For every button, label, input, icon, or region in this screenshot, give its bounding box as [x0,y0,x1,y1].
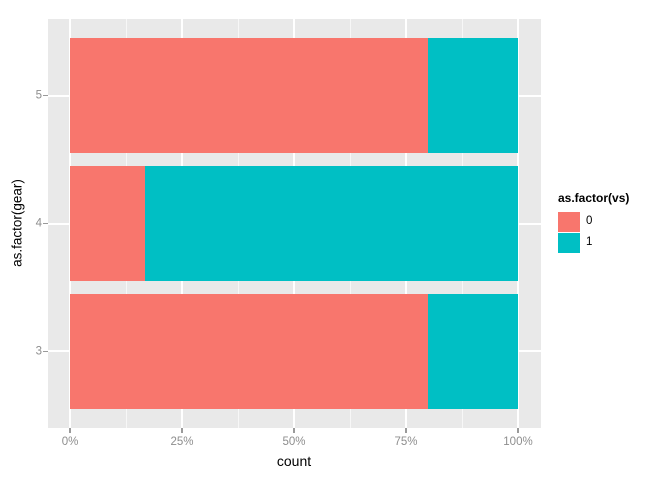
bar-gear-5-vs-1 [428,38,518,154]
x-axis-tick [405,428,407,433]
x-axis-tick [517,428,519,433]
x-tick-label: 25% [170,436,194,448]
legend-label: 0 [586,215,593,228]
bar-gear-4-vs-0 [70,165,145,282]
legend-swatch-icon [558,212,580,232]
legend-label: 1 [586,236,593,249]
y-axis-tick [43,350,48,353]
x-axis-tick [293,428,295,433]
legend-item-vs-0: 0 [558,212,629,232]
x-tick-label: 0% [61,436,79,448]
x-tick-label: 50% [282,436,306,448]
bar-gear-4-vs-1 [144,165,518,282]
legend-item-vs-1: 1 [558,233,629,253]
plot-panel [48,19,541,428]
y-axis-tick [43,94,48,97]
y-tick-label: 4 [35,217,42,230]
legend-swatch-icon [558,233,580,253]
y-axis-tick [43,222,48,225]
x-tick-label: 100% [503,436,533,448]
x-axis-tick [181,428,183,433]
bar-gear-3-vs-1 [428,293,518,409]
bar-gear-3-vs-0 [70,293,429,409]
x-axis-tick [69,428,71,433]
legend-title: as.factor(vs) [558,191,630,205]
y-tick-label: 5 [35,89,42,102]
x-axis-title: count [276,453,312,469]
x-tick-label: 75% [394,436,418,448]
bar-gear-5-vs-0 [70,38,429,154]
y-tick-label: 3 [35,345,42,358]
